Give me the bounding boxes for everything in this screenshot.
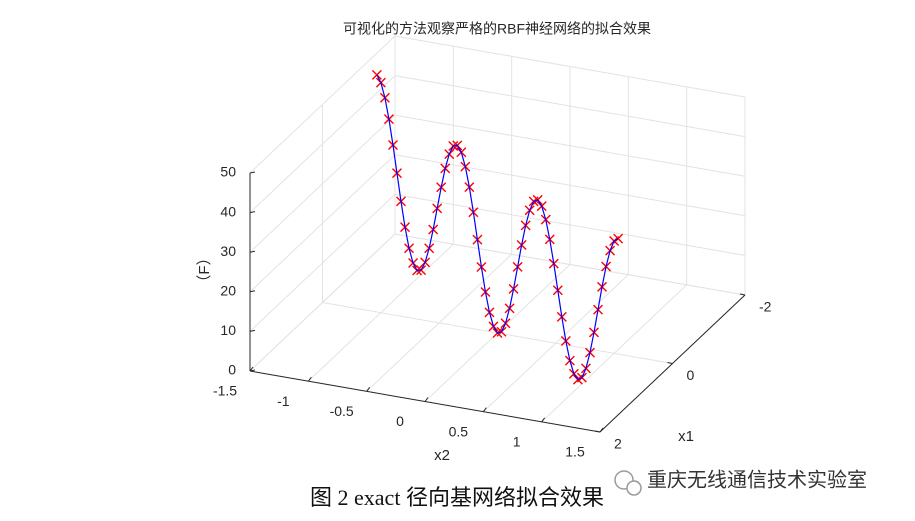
z-axis-label: （F） bbox=[196, 250, 213, 289]
x-tick-label: -1 bbox=[277, 393, 290, 409]
grid-line bbox=[394, 193, 746, 256]
tick-mark bbox=[249, 366, 254, 372]
z-tick-label: 20 bbox=[220, 283, 236, 299]
tick-mark bbox=[424, 397, 429, 402]
tick-mark bbox=[249, 211, 256, 214]
grid-line bbox=[249, 35, 396, 174]
tick-mark bbox=[482, 407, 487, 412]
x-tick-label: 1 bbox=[513, 434, 521, 450]
x-tick-label: 0 bbox=[396, 413, 404, 429]
watermark: 重庆无线通信技术实验室 bbox=[647, 468, 867, 491]
z-tick-label: 10 bbox=[220, 322, 236, 338]
grid-line bbox=[249, 154, 396, 293]
grid-line bbox=[249, 233, 396, 372]
z-tick-label: 50 bbox=[220, 164, 236, 180]
tick-mark bbox=[366, 387, 371, 392]
tick-mark bbox=[594, 430, 601, 433]
tick-mark bbox=[249, 171, 256, 174]
z-tick-label: 30 bbox=[220, 243, 236, 259]
y-tick-label: -2 bbox=[759, 299, 772, 315]
tick-mark bbox=[249, 329, 256, 332]
watermark-icon bbox=[614, 470, 642, 496]
x-axis-label: x2 bbox=[434, 447, 450, 464]
grid-line bbox=[394, 35, 746, 98]
tick-mark bbox=[249, 369, 256, 372]
tick-mark bbox=[667, 362, 673, 364]
tick-mark bbox=[249, 290, 256, 293]
y-tick-label: 0 bbox=[687, 367, 695, 383]
tick-mark bbox=[307, 376, 312, 382]
data-marker bbox=[371, 69, 382, 80]
x-tick-label: 1.5 bbox=[565, 444, 585, 460]
plot-area bbox=[371, 69, 624, 385]
x-tick-label: -0.5 bbox=[330, 403, 354, 419]
tick-mark bbox=[541, 417, 546, 423]
grid-line bbox=[394, 233, 746, 296]
tick-mark bbox=[739, 293, 746, 296]
grid-line bbox=[249, 114, 396, 253]
x-tick-label: -1.5 bbox=[213, 383, 237, 399]
grid-line bbox=[394, 75, 746, 138]
tick-mark bbox=[599, 427, 604, 433]
caption: 图 2 exact 径向基网络拟合效果 bbox=[310, 485, 604, 510]
grid-line bbox=[394, 114, 746, 177]
chart-title: 可视化的方法观察严格的RBF神经网络的拟合效果 bbox=[343, 21, 651, 37]
x-tick-label: 0.5 bbox=[449, 423, 469, 439]
grid-line bbox=[394, 154, 746, 217]
y-axis-label: x1 bbox=[678, 428, 694, 445]
axes: 0 10 20 30 40 50 -1.5 -1 -0.5 0 0.5 1 1.5 -2 0 2 bbox=[213, 164, 772, 460]
tick-mark bbox=[249, 250, 256, 253]
z-tick-label: 40 bbox=[220, 203, 236, 219]
grid-line bbox=[249, 194, 396, 332]
y-tick-label: 2 bbox=[614, 436, 622, 452]
grid-line bbox=[249, 75, 396, 213]
data-line bbox=[376, 74, 619, 381]
z-tick-label: 0 bbox=[228, 362, 236, 378]
